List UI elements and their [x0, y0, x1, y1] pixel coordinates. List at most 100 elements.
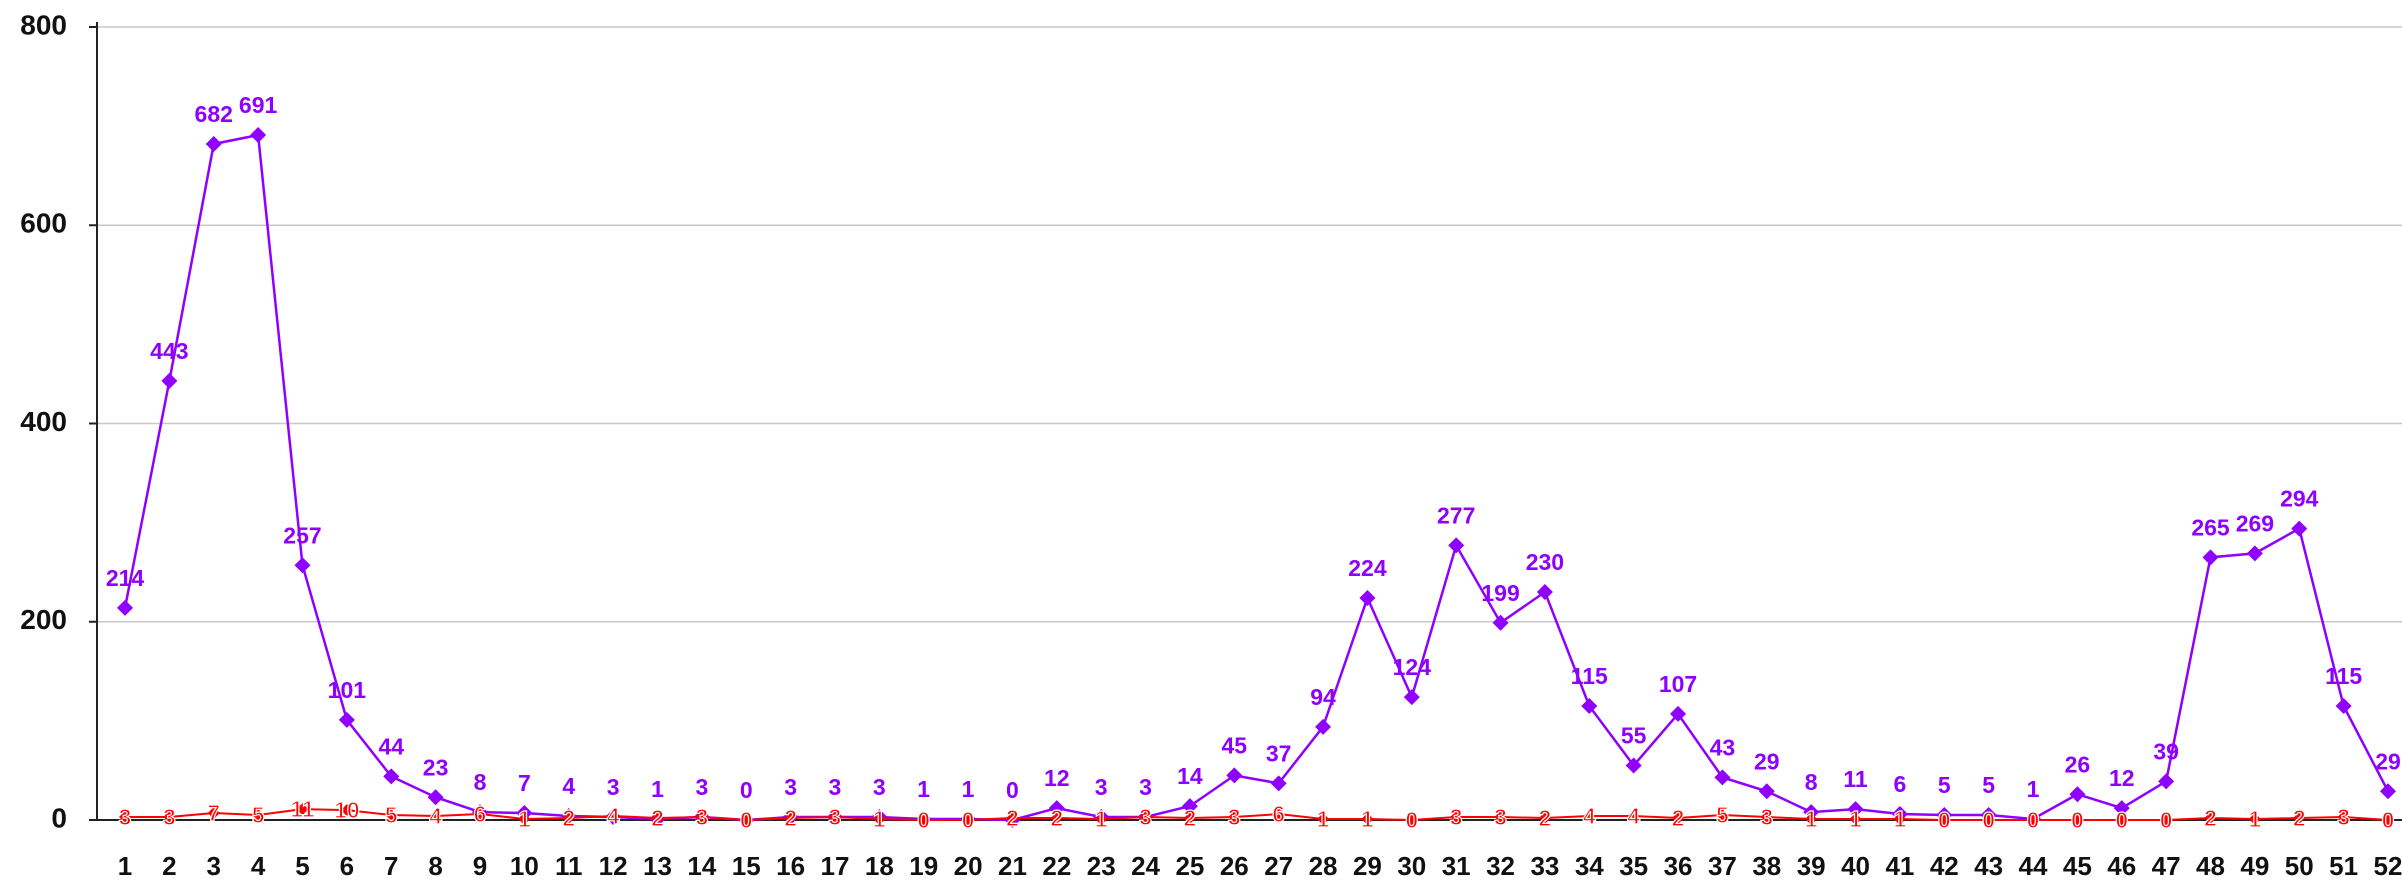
value-label: 230	[1526, 549, 1564, 575]
x-tick-label: 39	[1797, 851, 1826, 881]
marker	[784, 812, 797, 825]
marker	[1139, 811, 1152, 824]
value-label: 5	[252, 802, 265, 828]
value-label: 269	[2236, 510, 2274, 536]
value-label: 0	[2382, 807, 2395, 833]
marker	[1450, 811, 1463, 824]
marker	[1893, 813, 1906, 826]
marker	[2335, 698, 2352, 715]
marker	[917, 814, 930, 826]
value-label: 115	[1571, 663, 1608, 689]
x-tick-label: 7	[384, 851, 398, 881]
value-label: 691	[239, 92, 278, 118]
value-label: 6	[1894, 771, 1907, 797]
value-label: 682	[195, 101, 233, 127]
x-tick-label: 37	[1708, 851, 1737, 881]
marker	[1982, 814, 1995, 826]
line	[125, 808, 2389, 822]
marker	[2291, 520, 2308, 537]
x-tick-label: 35	[1619, 851, 1648, 881]
marker	[1583, 810, 1596, 823]
value-label: 0	[962, 807, 975, 833]
value-label: 3	[829, 804, 842, 830]
marker	[2027, 814, 2040, 826]
marker	[117, 599, 133, 616]
marker	[163, 811, 176, 824]
value-label: 2	[1006, 805, 1019, 831]
value-label: 101	[328, 677, 367, 703]
marker	[1805, 813, 1818, 826]
value-label: 265	[2191, 514, 2230, 540]
marker	[651, 812, 664, 825]
value-label: 29	[2375, 748, 2401, 774]
marker	[1095, 813, 1108, 826]
marker	[1317, 813, 1330, 826]
x-tick-label: 13	[643, 851, 672, 881]
value-label: 8	[474, 769, 487, 795]
value-label: 6	[1272, 801, 1285, 827]
x-tick-label: 3	[207, 851, 221, 881]
value-label: 3	[695, 804, 708, 830]
value-label: 3	[2337, 804, 2350, 830]
marker	[252, 809, 265, 822]
x-tick-label: 29	[1353, 851, 1382, 881]
value-label: 0	[917, 807, 930, 833]
x-tick-label: 22	[1042, 851, 1071, 881]
marker	[1625, 757, 1642, 774]
marker	[207, 807, 220, 820]
value-label: 2	[651, 805, 664, 831]
marker	[1670, 705, 1687, 722]
x-tick-label: 18	[865, 851, 894, 881]
value-label: 2	[1184, 805, 1197, 831]
value-label: 5	[1716, 802, 1729, 828]
value-label: 5	[1938, 772, 1951, 798]
marker	[338, 711, 355, 728]
x-tick-label: 20	[954, 851, 983, 881]
marker	[2293, 812, 2306, 825]
value-label: 0	[1938, 807, 1951, 833]
x-tick-label: 15	[732, 851, 761, 881]
marker	[2115, 814, 2128, 826]
value-label: 1	[2248, 806, 2261, 832]
value-label: 277	[1437, 503, 1475, 529]
marker	[2069, 786, 2086, 803]
marker	[1538, 812, 1551, 825]
y-tick-label: 800	[20, 9, 67, 40]
x-tick-label: 28	[1309, 851, 1338, 881]
value-label: 3	[1228, 804, 1241, 830]
value-label: 3	[873, 774, 886, 800]
x-tick-label: 46	[2107, 851, 2136, 881]
marker	[294, 557, 311, 574]
marker	[2380, 783, 2396, 800]
x-tick-label: 23	[1087, 851, 1116, 881]
value-label: 3	[607, 774, 620, 800]
value-label: 124	[1393, 654, 1432, 680]
value-label: 4	[1583, 803, 1596, 829]
marker	[1405, 814, 1418, 826]
marker	[607, 810, 620, 823]
x-tick-label: 33	[1530, 851, 1559, 881]
value-label: 2	[2293, 805, 2306, 831]
marker	[1403, 689, 1420, 706]
value-label: 4	[607, 803, 620, 829]
marker	[1359, 589, 1376, 606]
marker	[1716, 809, 1729, 822]
value-label: 3	[784, 774, 797, 800]
value-label: 224	[1348, 555, 1387, 581]
x-tick-label: 50	[2285, 851, 2314, 881]
value-label: 5	[385, 802, 398, 828]
x-tick-label: 19	[909, 851, 938, 881]
x-tick-label: 49	[2240, 851, 2269, 881]
y-tick-label: 400	[20, 406, 67, 437]
value-label: 55	[1621, 723, 1647, 749]
value-label: 0	[1006, 777, 1019, 803]
value-label: 11	[290, 796, 315, 822]
marker	[1315, 718, 1332, 735]
x-tick-label: 25	[1175, 851, 1204, 881]
x-tick-label: 16	[776, 851, 805, 881]
value-label: 43	[1710, 734, 1736, 760]
marker	[1672, 812, 1685, 825]
value-label: 2	[562, 805, 575, 831]
marker	[296, 803, 309, 816]
